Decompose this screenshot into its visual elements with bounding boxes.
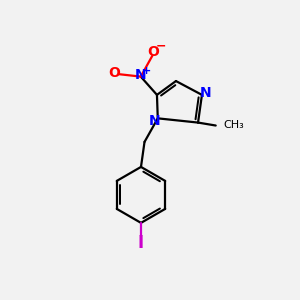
Text: O: O [148, 45, 159, 59]
Text: N: N [134, 68, 146, 83]
Text: I: I [138, 234, 144, 252]
Text: N: N [148, 114, 160, 128]
Text: CH₃: CH₃ [223, 120, 244, 130]
Text: +: + [141, 66, 151, 76]
Text: −: − [155, 40, 166, 52]
Text: O: O [108, 66, 120, 80]
Text: N: N [200, 86, 211, 100]
